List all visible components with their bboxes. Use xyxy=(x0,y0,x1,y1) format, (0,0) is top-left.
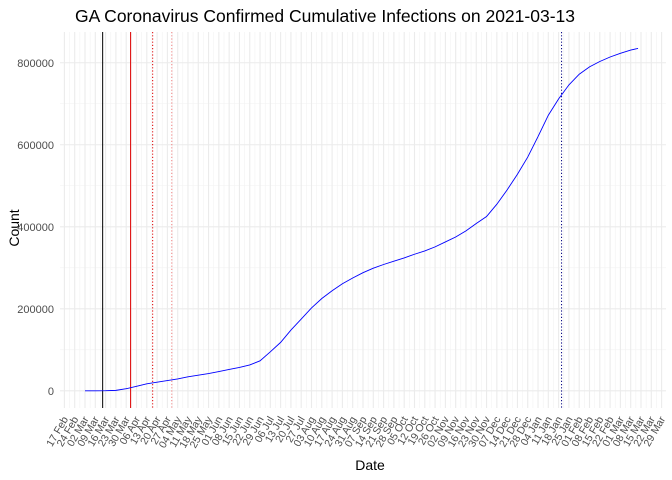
cumulative-infections-line xyxy=(85,47,639,392)
chart-title: GA Coronavirus Confirmed Cumulative Infe… xyxy=(75,6,575,26)
y-tick-label: 800000 xyxy=(17,58,54,70)
x-axis-title: Date xyxy=(355,457,385,473)
y-tick-label: 0 xyxy=(48,386,54,398)
major-gridlines xyxy=(60,32,666,408)
y-tick-label: 200000 xyxy=(17,304,54,316)
y-tick-label: 400000 xyxy=(17,222,54,234)
y-axis-ticks: 0 200000 400000 600000 800000 xyxy=(17,58,54,398)
y-tick-label: 600000 xyxy=(17,140,54,152)
series-lines xyxy=(85,47,639,392)
y-axis-title: Count xyxy=(6,209,22,246)
reference-lines xyxy=(102,32,563,408)
